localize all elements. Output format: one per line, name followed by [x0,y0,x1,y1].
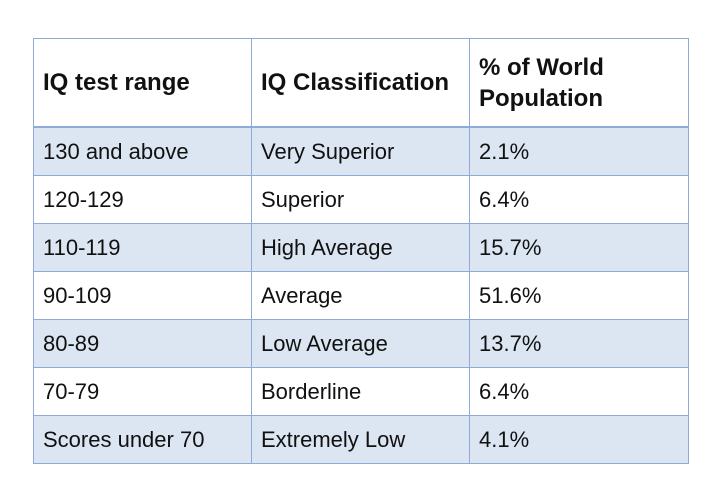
header-row: IQ test range IQ Classification% of World… [33,38,689,128]
table-cell: 51.6% [469,271,689,320]
table-cell: High Average [251,223,470,272]
header-cell: % of World Population [469,38,689,128]
table-cell: 4.1% [469,415,689,464]
table-cell: 15.7% [469,223,689,272]
header-cell: IQ test range [33,38,252,128]
header-cell: IQ Classification [251,38,470,128]
table-row: Scores under 70 Extremely Low 4.1% [33,415,689,464]
table-cell: 13.7% [469,319,689,368]
table-cell: 6.4% [469,367,689,416]
table-cell: 110-119 [33,223,252,272]
table-cell: 120-129 [33,175,252,224]
table-cell: Extremely Low [251,415,470,464]
table-cell: 2.1% [469,126,689,176]
table-row: 130 and above Very Superior 2.1% [33,126,689,176]
table-row: 110-119 High Average 15.7% [33,223,689,272]
table-cell: 80-89 [33,319,252,368]
table-cell: Average [251,271,470,320]
table-body: 130 and above Very Superior 2.1% 120-129 Sup… [33,126,689,464]
table-cell: 130 and above [33,126,252,176]
table-cell: Low Average [251,319,470,368]
table-row: 70-79 Borderline 6.4% [33,367,689,416]
table-cell: 90-109 [33,271,252,320]
table-cell: Superior [251,175,470,224]
table-cell: Scores under 70 [33,415,252,464]
table-cell: 6.4% [469,175,689,224]
table-cell: 70-79 [33,367,252,416]
table-cell: Very Superior [251,126,470,176]
table-row: 90-109 Average 51.6% [33,271,689,320]
table-row: 120-129 Superior 6.4% [33,175,689,224]
iq-table: IQ test range IQ Classification% of World… [33,38,689,464]
table-cell: Borderline [251,367,470,416]
table-row: 80-89 Low Average 13.7% [33,319,689,368]
